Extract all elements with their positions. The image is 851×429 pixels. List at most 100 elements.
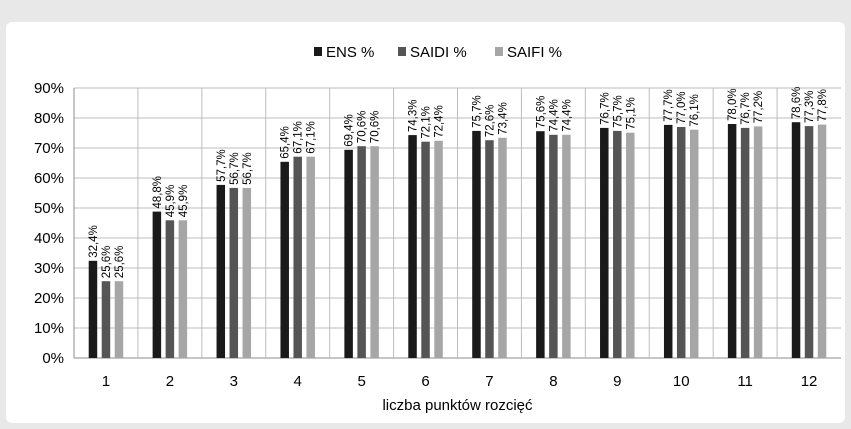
data-label: 25,6% (101, 246, 113, 279)
data-label: 45,9% (165, 185, 177, 218)
x-axis-title: liczba punktów rozcięć (382, 397, 533, 414)
bar (280, 161, 289, 358)
bar (600, 127, 609, 359)
data-label: 48,8% (152, 176, 164, 209)
data-label: 75,7% (612, 95, 624, 128)
bar (689, 129, 699, 358)
data-label: 77,7% (663, 89, 675, 122)
data-label: 77,2% (753, 91, 765, 124)
data-label: 78,6% (791, 87, 803, 120)
bar (791, 122, 801, 358)
y-tick-label: 40% (34, 230, 64, 247)
bar (216, 184, 226, 358)
data-label: 74,4% (548, 99, 560, 132)
y-tick-label: 80% (34, 110, 64, 127)
data-label: 76,7% (599, 92, 611, 125)
bar (114, 281, 124, 358)
legend-label: SAIDI % (410, 44, 467, 61)
x-tick-label: 6 (421, 373, 429, 390)
data-label: 72,6% (484, 105, 496, 138)
bar (804, 126, 814, 358)
y-tick-label: 60% (34, 170, 64, 187)
data-label: 74,3% (408, 99, 420, 132)
data-label: 75,1% (625, 97, 637, 130)
bar (293, 156, 302, 358)
data-labels: 32,4%25,6% 25,6%48,8% 45,9% 45,9%57,7% 56,7%… (88, 87, 829, 279)
legend-swatch (314, 47, 322, 56)
y-tick-label: 20% (34, 290, 64, 307)
bar (472, 130, 481, 358)
x-tick-label: 5 (357, 373, 365, 390)
bar (562, 134, 571, 358)
x-tick-label: 3 (230, 373, 238, 390)
data-label: 67,1% (293, 121, 305, 154)
y-tick-label: 90% (34, 80, 64, 97)
bar (344, 149, 353, 358)
bar (306, 156, 315, 358)
y-tick-label: 0% (42, 350, 64, 367)
data-label: 75,7% (471, 95, 483, 128)
data-label: 72,4% (434, 105, 446, 138)
x-tick-label: 10 (673, 373, 690, 390)
data-label: 65,4% (280, 126, 292, 159)
x-tick-label: 4 (294, 373, 302, 390)
bar (613, 130, 622, 358)
data-label: 77,8% (817, 89, 829, 122)
bar (357, 146, 366, 358)
data-label: 67,1% (306, 121, 318, 154)
bar (178, 220, 188, 358)
bar (663, 124, 673, 359)
x-tick-label: 2 (166, 373, 174, 390)
bars (88, 122, 827, 359)
grid-lines (74, 87, 841, 359)
legend-label: SAIFI % (507, 44, 562, 61)
x-tick-label: 8 (549, 373, 557, 390)
y-tick-label: 10% (34, 320, 64, 337)
bar (229, 187, 239, 358)
data-label: 69,4% (344, 114, 356, 147)
data-label: 78,0% (727, 88, 739, 121)
bar (101, 281, 111, 358)
bar (152, 211, 162, 358)
legend-swatch (495, 47, 503, 56)
bar (242, 187, 252, 358)
legend: ENS % SAIDI % SAIFI % (314, 44, 562, 61)
x-tick-label: 1 (102, 373, 110, 390)
bar (434, 140, 443, 358)
bar (626, 132, 635, 358)
data-label: 56,7% (242, 152, 254, 185)
y-axis: 0% 10% 20% 30% 40% 50% 60% 70% 80% 90% (34, 80, 75, 367)
data-label: 72,1% (421, 106, 433, 139)
y-tick-label: 50% (34, 200, 64, 217)
bar (165, 220, 175, 358)
x-tick-label: 9 (613, 373, 621, 390)
bar (817, 124, 827, 358)
bar (753, 126, 763, 359)
bar (498, 137, 507, 358)
bar (485, 140, 494, 358)
bar (676, 127, 686, 358)
x-tick-label: 11 (737, 373, 753, 390)
data-label: 25,6% (114, 246, 126, 279)
legend-swatch (398, 47, 406, 56)
data-label: 75,6% (535, 96, 547, 129)
x-axis: 1 2 3 4 5 6 7 8 9 10 11 12 (102, 373, 818, 390)
legend-label: ENS % (326, 44, 374, 61)
data-label: 74,4% (561, 99, 573, 132)
bar (549, 134, 558, 358)
data-label: 57,7% (216, 149, 228, 182)
bar (88, 260, 98, 358)
data-label: 73,4% (497, 102, 509, 135)
data-label: 56,7% (229, 152, 241, 185)
data-label: 76,7% (740, 92, 752, 125)
data-label: 45,9% (178, 185, 190, 218)
data-label: 70,6% (357, 111, 369, 144)
bar (408, 135, 417, 358)
bar (740, 127, 750, 359)
y-tick-label: 30% (34, 260, 64, 277)
bar (370, 146, 379, 358)
bar (536, 131, 545, 358)
bar (421, 141, 430, 358)
x-tick-label: 7 (485, 373, 493, 390)
